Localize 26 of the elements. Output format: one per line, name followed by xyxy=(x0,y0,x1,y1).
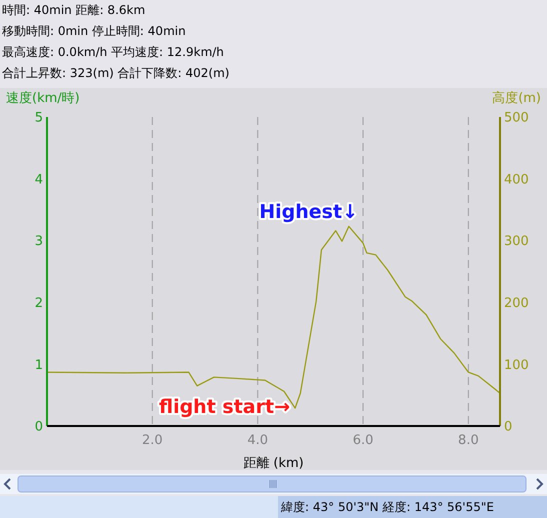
y2-tick-label: 200 xyxy=(504,296,529,311)
text: 最高速度: 0.0km/h 平均速度: 12.9km/h xyxy=(2,45,224,59)
x-axis-title: 距離 (km) xyxy=(243,456,304,471)
annotation: flight start→ xyxy=(158,396,290,418)
y2-axis-title: 高度(m) xyxy=(492,90,541,106)
text: 緯度: 43° 50'3"N 経度: 143° 56'55"E xyxy=(280,500,494,514)
annotation: Highest↓ xyxy=(259,201,358,223)
text: 合計上昇数: 323(m) 合計下降数: 402(m) xyxy=(2,66,230,80)
y2-tick-label: 300 xyxy=(504,234,529,250)
text: 移動時間: 0min 停止時間: 40min xyxy=(2,24,186,38)
x-tick-label: 8.0 xyxy=(458,433,479,448)
y-tick-label: 3 xyxy=(34,234,43,250)
y2-tick-label: 100 xyxy=(504,358,529,373)
x-tick-label: 6.0 xyxy=(352,433,374,448)
x-tick-label: 4.0 xyxy=(247,433,268,448)
y2-tick-label: 400 xyxy=(504,172,529,188)
y-tick-label: 5 xyxy=(34,110,43,126)
y-tick-label: 4 xyxy=(34,172,43,188)
y-axis-title: 速度(km/時) xyxy=(6,90,80,106)
y2-tick-label: 0 xyxy=(504,420,512,435)
text: 時間: 40min 距離: 8.6km xyxy=(2,3,146,17)
y2-tick-label: 500 xyxy=(504,110,529,126)
y-tick-label: 2 xyxy=(34,296,43,311)
y-tick-label: 0 xyxy=(34,420,43,435)
y-tick-label: 1 xyxy=(34,358,43,373)
x-tick-label: 2.0 xyxy=(142,433,163,448)
